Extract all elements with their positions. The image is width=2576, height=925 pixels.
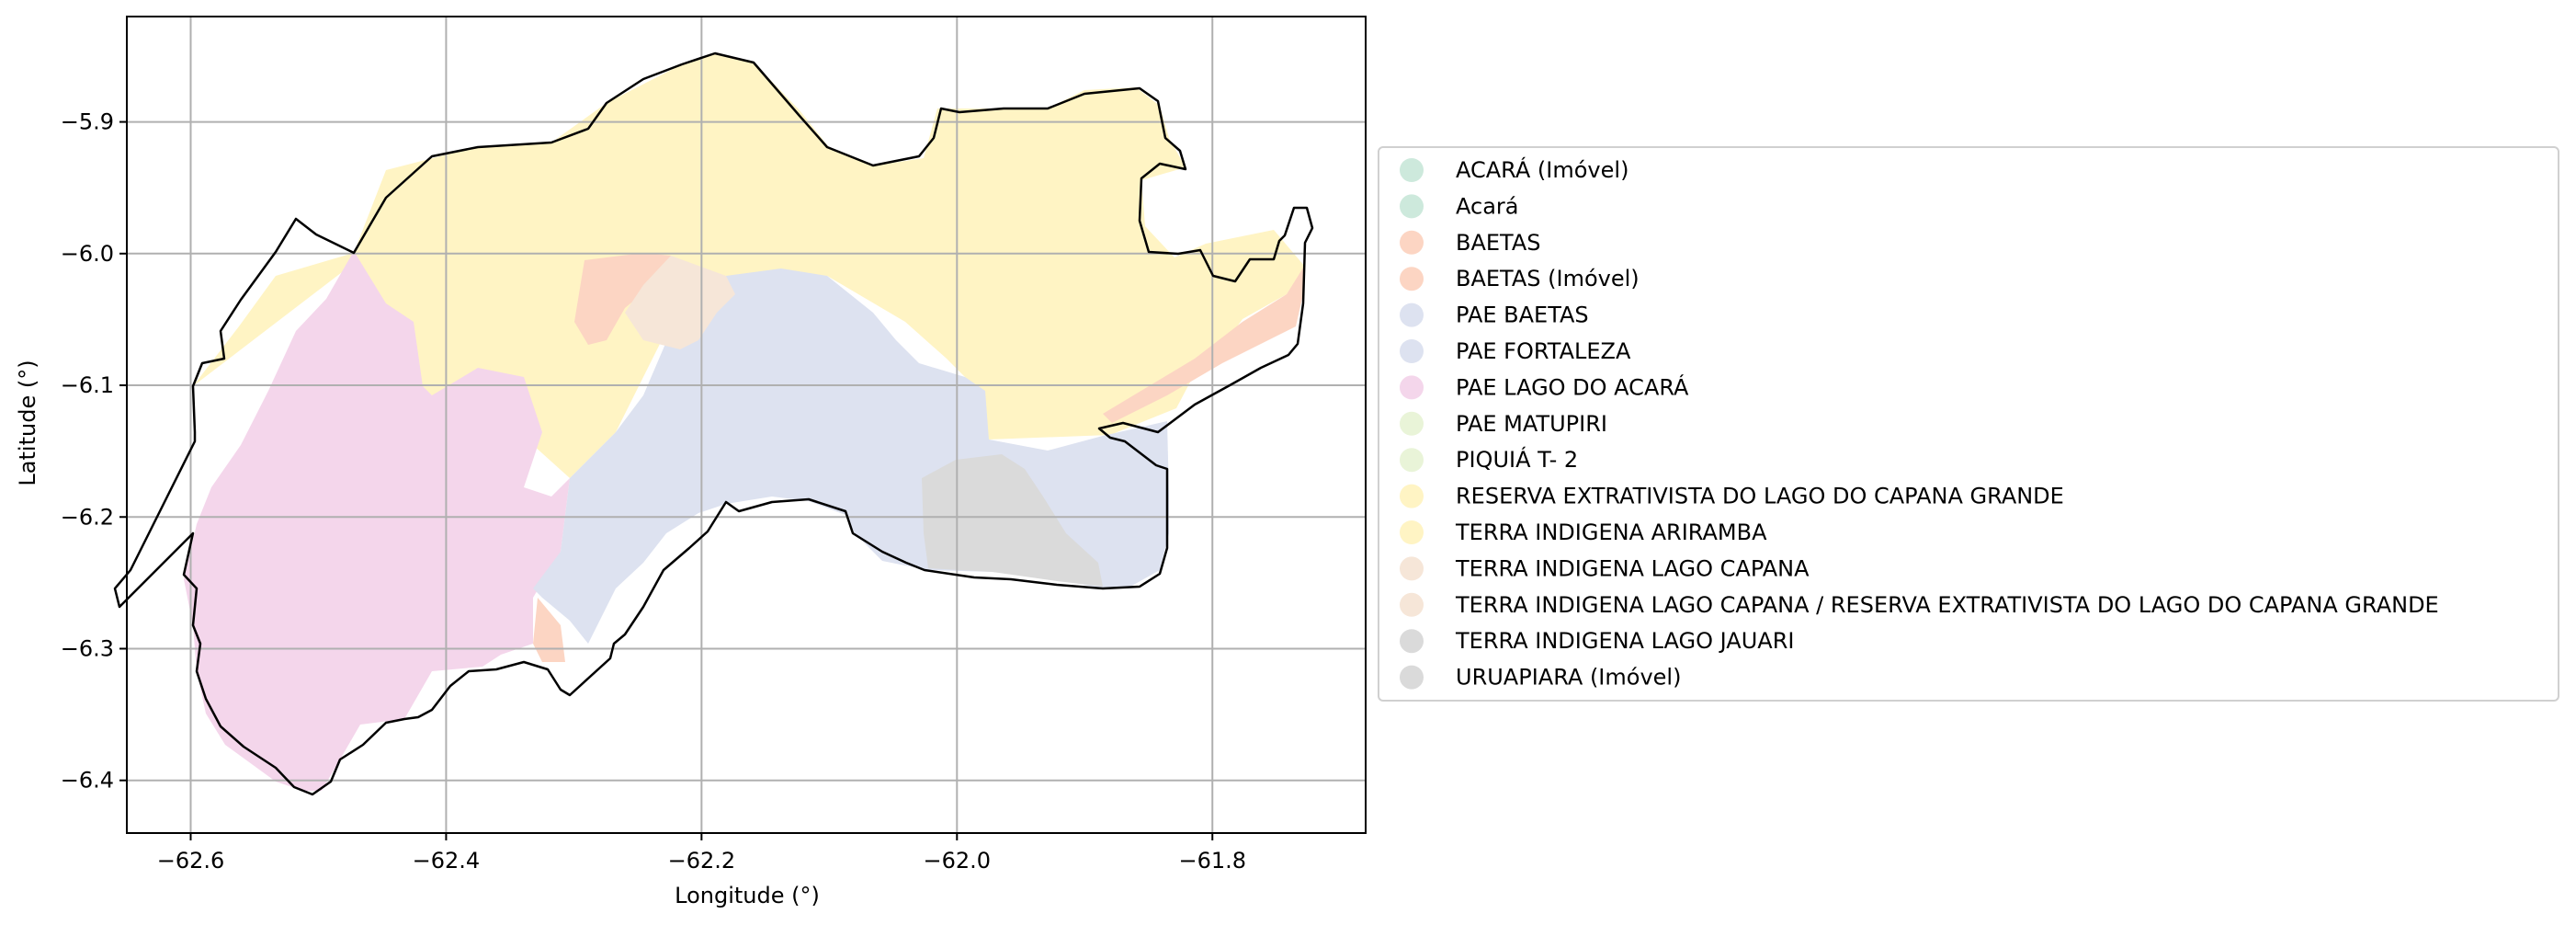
y-tick-label: −6.3 bbox=[61, 635, 114, 661]
x-tick-label: −62.6 bbox=[157, 848, 225, 874]
legend-label: PIQUIÁ T- 2 bbox=[1456, 446, 1578, 473]
legend-label: TERRA INDIGENA LAGO CAPANA bbox=[1455, 555, 1810, 581]
legend-entry: PAE LAGO DO ACARÁ bbox=[1400, 373, 1689, 400]
legend-marker bbox=[1400, 303, 1424, 327]
legend-label: BAETAS bbox=[1456, 230, 1541, 256]
legend: ACARÁ (Imóvel) Acará BAETAS BAETAS (Imóvel)… bbox=[1378, 146, 2559, 702]
legend-label: PAE FORTALEZA bbox=[1456, 338, 1631, 364]
y-tick-label: −6.0 bbox=[61, 241, 114, 267]
legend-box bbox=[1378, 146, 2559, 702]
legend-label: TERRA INDIGENA LAGO CAPANA / RESERVA EXT… bbox=[1455, 592, 2439, 618]
legend-entry: PIQUIÁ T- 2 bbox=[1400, 446, 1578, 473]
x-tick-label: −62.0 bbox=[924, 848, 992, 874]
legend-marker bbox=[1400, 230, 1424, 255]
y-axis-label: Latitude (°) bbox=[15, 360, 40, 485]
x-tick-label: −61.8 bbox=[1178, 848, 1246, 874]
legend-marker bbox=[1400, 158, 1424, 182]
legend-entry: BAETAS bbox=[1400, 230, 1541, 256]
legend-label: TERRA INDIGENA LAGO JAUARI bbox=[1455, 628, 1794, 654]
y-axis-ticks: −5.9 −6.0 −6.1 −6.2 −6.3 −6.4 bbox=[61, 109, 127, 794]
grid-lines bbox=[127, 17, 1366, 833]
x-axis-label: Longitude (°) bbox=[675, 883, 820, 908]
region-baetas-north bbox=[574, 253, 671, 345]
legend-marker bbox=[1400, 267, 1424, 291]
legend-entry: TERRA INDIGENA ARIRAMBA bbox=[1400, 520, 1767, 545]
legend-marker bbox=[1400, 665, 1424, 690]
x-tick-label: −62.4 bbox=[413, 848, 481, 874]
axes-frame bbox=[126, 16, 1367, 834]
legend-label: ACARÁ (Imóvel) bbox=[1456, 156, 1628, 183]
region-terra-indigena-lago-jauari bbox=[922, 454, 1103, 587]
x-tick-label: −62.2 bbox=[668, 848, 736, 874]
legend-marker bbox=[1400, 339, 1424, 363]
legend-entry: BAETAS (Imóvel) bbox=[1400, 266, 1640, 291]
legend-label: TERRA INDIGENA ARIRAMBA bbox=[1455, 520, 1767, 545]
x-axis-ticks: −62.6 −62.4 −62.2 −62.0 −61.8 bbox=[157, 833, 1246, 874]
y-tick-label: −5.9 bbox=[61, 109, 114, 135]
municipality-boundary bbox=[113, 51, 1314, 796]
legend-entry: TERRA INDIGENA LAGO CAPANA bbox=[1400, 555, 1810, 581]
legend-label: PAE LAGO DO ACARÁ bbox=[1456, 373, 1689, 400]
region-baetas-south bbox=[533, 598, 565, 662]
y-tick-label: −6.1 bbox=[61, 372, 114, 398]
legend-entry: URUAPIARA (Imóvel) bbox=[1400, 665, 1681, 691]
legend-marker bbox=[1400, 484, 1424, 508]
legend-items: ACARÁ (Imóvel) Acará BAETAS BAETAS (Imóvel)… bbox=[1400, 156, 2439, 691]
legend-entry: PAE MATUPIRI bbox=[1400, 411, 1607, 437]
legend-label: URUAPIARA (Imóvel) bbox=[1456, 665, 1681, 691]
region-terra-indigena-lago-capana bbox=[625, 256, 735, 349]
legend-label: RESERVA EXTRATIVISTA DO LAGO DO CAPANA G… bbox=[1456, 484, 2064, 509]
legend-marker bbox=[1400, 194, 1424, 219]
legend-marker bbox=[1400, 448, 1424, 473]
legend-marker bbox=[1400, 592, 1424, 617]
legend-entry: PAE BAETAS bbox=[1400, 303, 1589, 328]
legend-label: BAETAS (Imóvel) bbox=[1456, 266, 1640, 291]
y-tick-label: −6.4 bbox=[61, 768, 114, 794]
region-baetas-east bbox=[1103, 265, 1305, 423]
legend-label: PAE MATUPIRI bbox=[1456, 411, 1607, 437]
legend-marker bbox=[1400, 411, 1424, 436]
legend-label: PAE BAETAS bbox=[1456, 303, 1589, 328]
legend-marker bbox=[1400, 556, 1424, 581]
legend-marker bbox=[1400, 629, 1424, 654]
legend-entry: RESERVA EXTRATIVISTA DO LAGO DO CAPANA G… bbox=[1400, 484, 2064, 509]
y-tick-label: −6.2 bbox=[61, 504, 114, 530]
legend-entry: PAE FORTALEZA bbox=[1400, 338, 1631, 364]
legend-label: Acará bbox=[1456, 193, 1518, 219]
legend-marker bbox=[1400, 375, 1424, 400]
legend-entry: TERRA INDIGENA LAGO JAUARI bbox=[1400, 628, 1794, 654]
legend-marker bbox=[1400, 520, 1424, 544]
legend-entry: TERRA INDIGENA LAGO CAPANA / RESERVA EXT… bbox=[1400, 592, 2439, 618]
legend-entry: ACARÁ (Imóvel) bbox=[1400, 156, 1628, 183]
legend-entry: Acará bbox=[1400, 193, 1518, 219]
map-regions bbox=[184, 53, 1305, 791]
